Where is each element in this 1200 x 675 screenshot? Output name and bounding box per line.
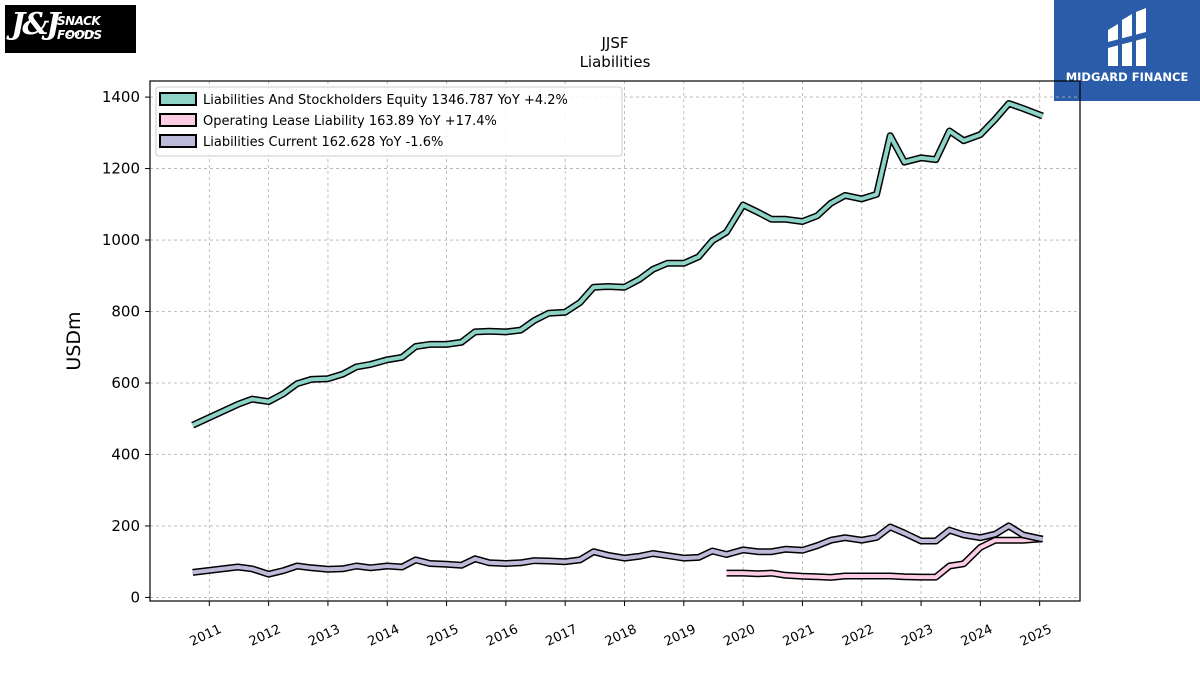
series-line-2 (192, 523, 1044, 577)
series-lines (191, 100, 1044, 581)
y-tick-label: 200 (111, 517, 140, 535)
x-tick-label: 2016 (484, 622, 520, 650)
company-logo-sub: CORP (67, 31, 98, 38)
y-tick-label: 1000 (102, 231, 140, 249)
y-tick-label: 600 (111, 374, 140, 392)
company-logo: J&J SNACK FOODS CORP (5, 5, 136, 53)
legend-swatch-2 (159, 134, 197, 148)
legend: Liabilities And Stockholders Equity 1346… (155, 86, 623, 157)
x-tick-label: 2023 (899, 622, 935, 650)
brand-logo: MIDGARD FINANCE (1054, 0, 1200, 101)
plot-frame (149, 80, 1081, 602)
y-tick-label: 0 (130, 588, 140, 606)
y-tick-label: 1400 (102, 88, 140, 106)
x-tick-label: 2014 (366, 622, 402, 650)
x-tick-label: 2017 (544, 622, 580, 650)
x-tick-label: 2013 (306, 622, 342, 650)
series-line-1 (726, 536, 1043, 580)
x-tick-label: 2015 (425, 622, 461, 650)
y-axis: 0 200 400 600 800 1000 1200 1400 (102, 88, 150, 606)
legend-label-1: Operating Lease Liability 163.89 YoY +17… (203, 114, 497, 129)
x-tick-label: 2019 (662, 622, 698, 650)
company-logo-wordmark: SNACK FOODS (57, 14, 102, 42)
legend-swatch-1 (159, 113, 197, 127)
legend-label-0: Liabilities And Stockholders Equity 1346… (203, 93, 568, 108)
grid (150, 81, 1080, 601)
y-tick-label: 1200 (102, 160, 140, 178)
x-tick-label: 2021 (781, 622, 817, 650)
x-tick-label: 2025 (1018, 622, 1054, 650)
chart-subtitle: Liabilities (580, 53, 651, 71)
series-line-0 (191, 101, 1044, 428)
x-tick-label: 2018 (603, 622, 639, 650)
company-logo-monogram: J&J (11, 7, 61, 42)
legend-label-2: Liabilities Current 162.628 YoY -1.6% (203, 135, 443, 150)
brand-name: MIDGARD FINANCE (1065, 70, 1189, 84)
x-tick-label: 2024 (959, 622, 995, 650)
x-tick-label: 2011 (188, 622, 224, 650)
legend-box (155, 86, 623, 157)
y-tick-label: 800 (111, 303, 140, 321)
x-tick-label: 2012 (247, 622, 283, 650)
legend-swatch-0 (159, 92, 197, 106)
chart-title: JJSF (601, 34, 629, 52)
x-axis: 2011 2012 2013 2014 2015 2016 2017 2018 2019 2020… (188, 601, 1054, 650)
y-axis-label: USDm (63, 311, 85, 370)
x-tick-label: 2020 (721, 622, 757, 650)
x-tick-label: 2022 (840, 622, 876, 650)
brand-mark-icon (1108, 8, 1146, 66)
y-tick-label: 400 (111, 445, 140, 463)
